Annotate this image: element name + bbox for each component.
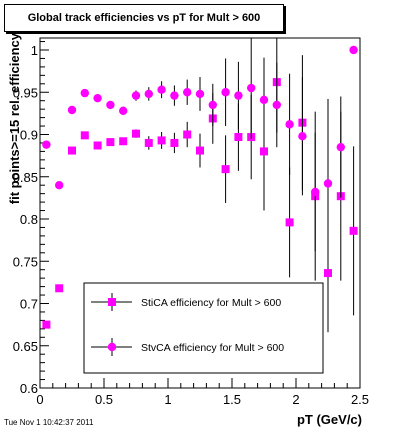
x-tick-label: 0 <box>36 392 43 407</box>
axis-ticks: 0 0.5 1 1.5 2 2.5 0.6 0.65 0.7 0.75 0.8 0.85 0.9 0.95… <box>13 41 369 407</box>
data-point-circle <box>234 91 243 100</box>
data-point-square <box>144 138 153 147</box>
data-point-square <box>324 269 332 278</box>
data-point-square <box>68 146 76 155</box>
data-point-circle <box>157 85 166 94</box>
y-axis-label: fit points>=15 rel. efficiency <box>7 32 22 204</box>
chart-title-box: Global track efficiencies vs pT for Mult… <box>4 4 284 32</box>
y-tick-label: 0.8 <box>20 212 38 227</box>
data-point-square <box>106 138 115 147</box>
data-point-circle <box>170 91 179 100</box>
data-point-circle <box>67 105 77 115</box>
legend-box <box>83 282 324 374</box>
data-point-square <box>196 146 204 155</box>
x-tick-label: 2 <box>292 392 299 407</box>
data-point-square <box>55 284 64 293</box>
data-point-square <box>221 165 230 174</box>
data-point-circle <box>259 95 269 105</box>
x-tick-label: 2.5 <box>351 392 369 407</box>
data-point-square <box>157 136 166 145</box>
data-point-circle <box>80 88 90 98</box>
data-point-circle <box>208 100 217 110</box>
y-tick-label: 0.7 <box>20 297 38 312</box>
y-tick-label: 0.95 <box>13 85 38 100</box>
data-point-circle <box>93 93 102 103</box>
x-tick-label: 1 <box>164 392 171 407</box>
data-point-circle <box>42 140 51 149</box>
data-point-circle <box>247 83 256 93</box>
data-point-circle <box>349 45 358 55</box>
data-point-square <box>285 218 294 227</box>
y-tick-label: 1 <box>31 43 38 58</box>
x-axis-label: pT (GeV/c) <box>297 412 362 427</box>
data-point-square <box>80 131 89 140</box>
data-marks <box>42 38 358 333</box>
data-point-circle <box>55 181 64 190</box>
series-stvca <box>42 38 358 269</box>
data-point-square <box>183 130 192 139</box>
data-point-circle <box>323 179 333 188</box>
y-tick-label: 0.75 <box>13 254 38 269</box>
x-tick-label: 1.5 <box>223 392 241 407</box>
data-point-square <box>170 138 179 147</box>
data-point-circle <box>272 100 281 110</box>
data-point-circle <box>285 120 294 129</box>
y-tick-label: 0.9 <box>20 128 38 143</box>
data-point-circle <box>183 88 192 97</box>
plot-frame <box>39 37 361 389</box>
x-tick-label: 0.5 <box>95 392 113 407</box>
y-tick-label: 0.65 <box>13 339 38 354</box>
legend-marker-square <box>108 298 116 306</box>
chart-title: Global track efficiencies vs pT for Mult… <box>27 12 261 24</box>
data-point-square <box>260 147 268 156</box>
data-point-circle <box>221 88 230 97</box>
data-point-square <box>119 137 128 146</box>
y-tick-label: 0.85 <box>13 170 38 185</box>
data-point-circle <box>311 187 320 197</box>
data-point-square <box>132 129 140 138</box>
timestamp: Tue Nov 1 10:42:37 2011 <box>4 418 94 427</box>
data-point-square <box>93 141 102 150</box>
legend-marker-circle <box>107 342 117 352</box>
data-point-square <box>234 133 243 142</box>
data-point-circle <box>195 89 205 99</box>
axes <box>39 37 361 389</box>
legend-label: StvCA efficiency for Mult > 600 <box>141 342 284 354</box>
legend-label: StiCA efficiency for Mult > 600 <box>141 297 281 309</box>
legend: StiCA efficiency for Mult > 600 StvCA eff… <box>83 282 324 374</box>
data-point-circle <box>336 142 345 152</box>
data-point-circle <box>119 106 128 116</box>
data-point-circle <box>144 89 153 99</box>
data-point-circle <box>106 100 115 110</box>
data-point-square <box>42 320 51 329</box>
data-point-square <box>349 226 358 235</box>
data-point-circle <box>131 91 141 100</box>
y-tick-label: 0.6 <box>20 381 38 396</box>
data-point-circle <box>298 131 307 141</box>
